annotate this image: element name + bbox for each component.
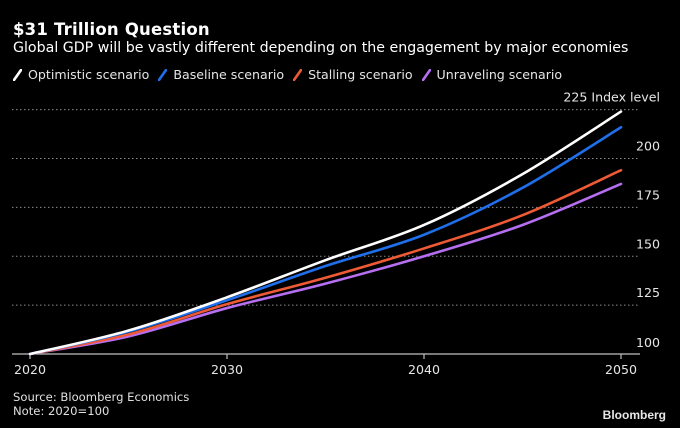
series-lines bbox=[28, 110, 623, 356]
legend-label-stalling: Stalling scenario bbox=[308, 67, 413, 82]
legend-swatch-baseline bbox=[158, 68, 168, 81]
series-line-stalling-scenario bbox=[28, 168, 623, 356]
y-tick-label-100: 100 bbox=[636, 335, 660, 350]
legend-item-unraveling: Unraveling scenario bbox=[421, 67, 563, 82]
source-note: Source: Bloomberg Economics bbox=[13, 390, 190, 404]
y-tick-label-150: 150 bbox=[636, 236, 660, 251]
legend-item-stalling: Stalling scenario bbox=[293, 67, 413, 82]
chart-title: $31 Trillion Question bbox=[13, 20, 210, 39]
legend-label-baseline: Baseline scenario bbox=[173, 67, 285, 82]
series-line-unraveling-scenario bbox=[28, 182, 623, 356]
legend-item-optimistic: Optimistic scenario bbox=[13, 67, 149, 82]
legend-label-unraveling: Unraveling scenario bbox=[436, 67, 563, 82]
y-tick-label-125: 125 bbox=[636, 285, 660, 300]
legend-item-baseline: Baseline scenario bbox=[158, 67, 284, 82]
footnote: Note: 2020=100 bbox=[13, 404, 110, 418]
legend-label-optimistic: Optimistic scenario bbox=[28, 67, 150, 82]
x-tick-label-2020: 2020 bbox=[14, 362, 46, 377]
gridlines bbox=[12, 109, 640, 306]
series-line-baseline-scenario bbox=[28, 125, 623, 356]
bloomberg-logo: Bloomberg bbox=[602, 408, 666, 422]
y-axis-labels: 100 125 150 175 200 225 Index level bbox=[563, 90, 660, 350]
y-tick-label-175: 175 bbox=[636, 187, 660, 202]
x-tick-label-2040: 2040 bbox=[408, 362, 440, 377]
y-tick-label-225: 225 Index level bbox=[563, 90, 660, 105]
x-tick-label-2030: 2030 bbox=[211, 362, 243, 377]
legend: Optimistic scenario Baseline scenario St… bbox=[13, 67, 571, 82]
x-tick-label-2050: 2050 bbox=[605, 362, 637, 377]
chart-subtitle: Global GDP will be vastly different depe… bbox=[13, 40, 629, 56]
x-axis: 2020 2030 2040 2050 bbox=[12, 353, 640, 377]
legend-swatch-stalling bbox=[293, 68, 303, 81]
legend-swatch-unraveling bbox=[421, 68, 431, 81]
y-tick-label-200: 200 bbox=[636, 139, 660, 154]
series-line-optimistic-scenario bbox=[28, 110, 623, 356]
legend-swatch-optimistic bbox=[13, 68, 22, 81]
